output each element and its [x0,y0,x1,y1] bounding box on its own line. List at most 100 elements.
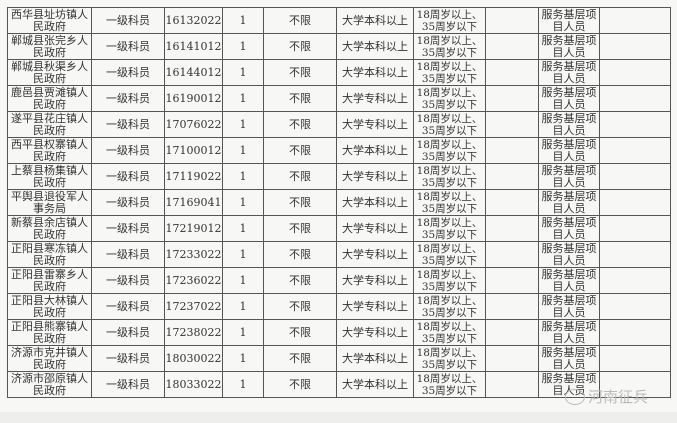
cell-employer: 遂平县花庄镇人民政府 [7,111,92,138]
cell-position: 一级科员 [91,33,165,60]
cell-type: 服务基层项目人员 [538,293,600,320]
cell-remark [599,137,671,164]
cell-employer: 济源市克井镇人民政府 [7,345,92,372]
cell-type: 服务基层项目人员 [538,163,600,190]
cell-code: 17076022 [164,111,223,138]
cell-other [485,345,539,372]
cell-count: 1 [222,7,264,34]
cell-remark [599,241,671,268]
cell-code: 17169041 [164,189,223,216]
cell-employer: 正阳县大林镇人民政府 [7,293,92,320]
cell-other [485,371,539,398]
cell-other [485,189,539,216]
cell-education: 大学本科以上 [336,59,414,86]
cell-count: 1 [222,345,264,372]
cell-code: 17219012 [164,215,223,242]
table-row: 正阳县寒冻镇人民政府 一级科员 17233022 1 不限 大学专科以上 18周岁以上、35… [7,241,671,268]
cell-count: 1 [222,59,264,86]
cell-position: 一级科员 [91,293,165,320]
cell-education: 大学本科以上 [336,189,414,216]
cell-position: 一级科员 [91,7,165,34]
cell-count: 1 [222,319,264,346]
cell-education: 大学专科以上 [336,215,414,242]
cell-education: 大学专科以上 [336,267,414,294]
cell-code: 17238022 [164,319,223,346]
table-row: 上蔡县杨集镇人民政府 一级科员 17119022 1 不限 大学专科以上 18周岁以上、35… [7,163,671,190]
cell-code: 17119022 [164,163,223,190]
cell-major: 不限 [263,7,337,34]
cell-count: 1 [222,111,264,138]
table-row: 西华县址坊镇人民政府 一级科员 16132022 1 不限 大学本科以上 18周岁以上、35… [7,7,671,34]
cell-type: 服务基层项目人员 [538,59,600,86]
cell-employer: 郸城县秋渠乡人民政府 [7,59,92,86]
table-row: 鹿邑县贾滩镇人民政府 一级科员 16190012 1 不限 大学专科以上 18周岁以上、35… [7,85,671,112]
cell-count: 1 [222,85,264,112]
cell-employer: 平舆县退役军人事务局 [7,189,92,216]
cell-position: 一级科员 [91,59,165,86]
cell-education: 大学专科以上 [336,111,414,138]
cell-type: 服务基层项目人员 [538,241,600,268]
cell-employer: 西平县权寨镇人民政府 [7,137,92,164]
cell-age: 18周岁以上、35周岁以下 [413,215,486,242]
cell-type: 服务基层项目人员 [538,111,600,138]
cell-other [485,33,539,60]
cell-employer: 济源市邵原镇人民政府 [7,371,92,398]
cell-major: 不限 [263,33,337,60]
cell-education: 大学本科以上 [336,345,414,372]
cell-education: 大学本科以上 [336,7,414,34]
cell-code: 18033022 [164,371,223,398]
cell-employer: 上蔡县杨集镇人民政府 [7,163,92,190]
cell-position: 一级科员 [91,189,165,216]
cell-age: 18周岁以上、35周岁以下 [413,189,486,216]
cell-code: 17100012 [164,137,223,164]
cell-position: 一级科员 [91,267,165,294]
cell-age: 18周岁以上、35周岁以下 [413,7,486,34]
cell-education: 大学专科以上 [336,85,414,112]
cell-education: 大学本科以上 [336,137,414,164]
cell-count: 1 [222,137,264,164]
cell-other [485,241,539,268]
cell-other [485,85,539,112]
cell-other [485,215,539,242]
cell-type: 服务基层项目人员 [538,137,600,164]
cell-education: 大学本科以上 [336,33,414,60]
cell-count: 1 [222,189,264,216]
cell-code: 16190012 [164,85,223,112]
cell-major: 不限 [263,111,337,138]
cell-major: 不限 [263,319,337,346]
cell-count: 1 [222,33,264,60]
cell-other [485,59,539,86]
wechat-icon [565,388,585,405]
positions-table: 西华县址坊镇人民政府 一级科员 16132022 1 不限 大学本科以上 18周岁以上、35… [7,7,671,398]
cell-other [485,163,539,190]
cell-type: 服务基层项目人员 [538,85,600,112]
cell-employer: 正阳县寒冻镇人民政府 [7,241,92,268]
cell-employer: 鹿邑县贾滩镇人民政府 [7,85,92,112]
cell-age: 18周岁以上、35周岁以下 [413,371,486,398]
cell-code: 17236022 [164,267,223,294]
cell-position: 一级科员 [91,137,165,164]
table-row: 正阳县雷寨乡人民政府 一级科员 17236022 1 不限 大学专科以上 18周岁以上、35… [7,267,671,294]
cell-code: 16144012 [164,59,223,86]
table-row: 济源市邵原镇人民政府 一级科员 18033022 1 不限 大学本科以上 18周岁以上、35… [7,371,671,398]
cell-other [485,293,539,320]
cell-major: 不限 [263,267,337,294]
cell-position: 一级科员 [91,215,165,242]
cell-position: 一级科员 [91,85,165,112]
cell-type: 服务基层项目人员 [538,267,600,294]
cell-remark [599,33,671,60]
cell-count: 1 [222,215,264,242]
cell-education: 大学专科以上 [336,293,414,320]
cell-count: 1 [222,267,264,294]
cell-major: 不限 [263,163,337,190]
table-row: 郸城县张完乡人民政府 一级科员 16141012 1 不限 大学本科以上 18周岁以上、35… [7,33,671,60]
cell-education: 大学专科以上 [336,163,414,190]
cell-code: 16132022 [164,7,223,34]
cell-other [485,7,539,34]
cell-age: 18周岁以上、35周岁以下 [413,33,486,60]
cell-code: 18030022 [164,345,223,372]
table-row: 遂平县花庄镇人民政府 一级科员 17076022 1 不限 大学专科以上 18周岁以上、35… [7,111,671,138]
cell-remark [599,345,671,372]
cell-remark [599,371,671,398]
cell-type: 服务基层项目人员 [538,319,600,346]
